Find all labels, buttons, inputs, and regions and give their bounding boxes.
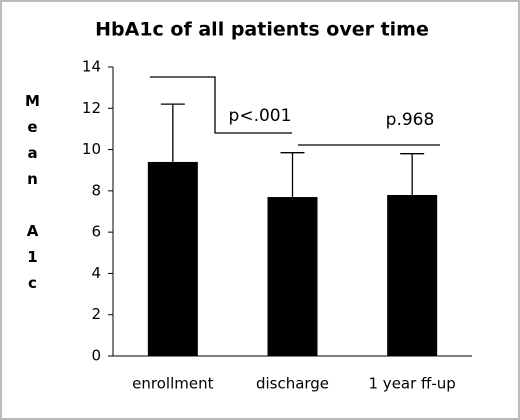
error-bar bbox=[400, 153, 425, 195]
bar bbox=[387, 194, 438, 356]
y-tick-label: 14 bbox=[82, 58, 101, 76]
annotation: p.968 bbox=[386, 110, 435, 130]
error-bar bbox=[280, 152, 305, 198]
bar bbox=[267, 197, 318, 356]
y-tick-label: 12 bbox=[82, 99, 101, 117]
y-tick-label: 6 bbox=[91, 223, 101, 241]
chart-title: HbA1c of all patients over time bbox=[95, 19, 429, 41]
x-tick-label: discharge bbox=[256, 375, 329, 393]
x-tick-label: 1 year ff-up bbox=[369, 375, 456, 393]
y-axis-label: Mean A1c bbox=[24, 92, 42, 300]
y-tick-label: 4 bbox=[91, 264, 101, 282]
y-tick-label: 2 bbox=[91, 305, 101, 323]
significance-bracket bbox=[150, 76, 292, 134]
x-tick-label: enrollment bbox=[132, 375, 213, 393]
y-tick-label: 0 bbox=[91, 347, 101, 365]
bar bbox=[147, 161, 198, 356]
annotation: p<.001 bbox=[229, 106, 292, 126]
y-tick-label: 8 bbox=[91, 181, 101, 199]
y-tick-label: 10 bbox=[82, 140, 101, 158]
error-bar bbox=[160, 103, 185, 162]
